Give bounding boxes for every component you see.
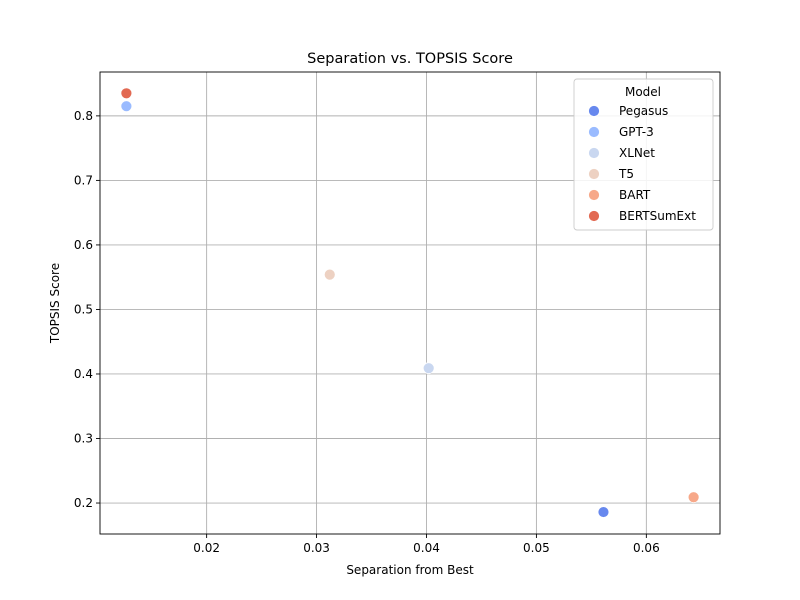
x-tick-label: 0.06	[633, 541, 660, 555]
data-point	[323, 268, 336, 281]
y-tick-label: 0.2	[74, 496, 93, 510]
legend-label: Pegasus	[619, 104, 668, 118]
legend-marker	[588, 105, 600, 117]
data-point	[422, 362, 435, 375]
data-point	[597, 506, 610, 518]
legend-items: Pegasus GPT-3 XLNet T5 BART BERTSumExt	[588, 104, 696, 223]
x-axis-ticks: 0.02 0.03 0.04 0.05 0.06	[193, 534, 660, 555]
x-tick-label: 0.03	[303, 541, 330, 555]
legend-marker	[588, 168, 600, 180]
x-tick-label: 0.04	[413, 541, 440, 555]
legend-marker	[588, 189, 600, 201]
legend-label: XLNet	[619, 146, 655, 160]
x-axis-label: Separation from Best	[346, 563, 474, 577]
legend-label: T5	[618, 167, 634, 181]
data-point	[120, 100, 133, 113]
legend-marker	[588, 147, 600, 159]
legend-marker	[588, 126, 600, 138]
x-tick-label: 0.02	[193, 541, 220, 555]
legend-label: BART	[619, 188, 651, 202]
data-point	[687, 491, 700, 504]
y-axis-ticks: 0.2 0.3 0.4 0.5 0.6 0.7 0.8	[74, 109, 100, 510]
x-tick-label: 0.05	[523, 541, 550, 555]
y-axis-label: TOPSIS Score	[48, 263, 62, 344]
chart-title: Separation vs. TOPSIS Score	[307, 51, 513, 67]
y-tick-label: 0.3	[74, 432, 93, 446]
y-tick-label: 0.8	[74, 109, 93, 123]
legend-marker	[588, 210, 600, 222]
y-tick-label: 0.7	[74, 173, 93, 187]
legend-label: GPT-3	[619, 125, 654, 139]
plot-frame	[99, 71, 721, 535]
data-points	[120, 87, 700, 518]
y-tick-label: 0.4	[74, 367, 93, 381]
legend-box	[573, 78, 714, 231]
y-tick-label: 0.5	[74, 302, 93, 316]
legend-label: BERTSumExt	[619, 209, 696, 223]
legend: Model Pegasus GPT-3 XLNet T5 BART BERTSumExt	[573, 78, 714, 231]
data-point	[120, 87, 133, 100]
legend-title: Model	[625, 85, 661, 99]
y-tick-label: 0.6	[74, 238, 93, 252]
